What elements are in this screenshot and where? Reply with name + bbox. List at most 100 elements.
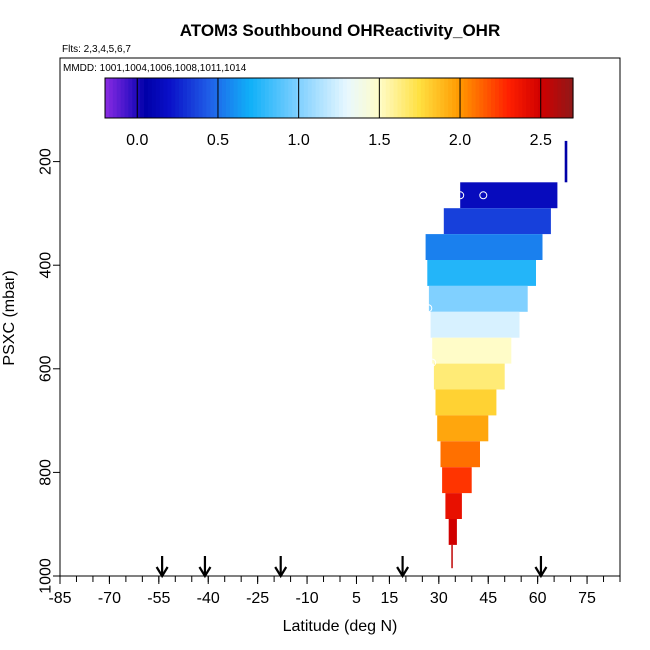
x-tick-label-0: -85 [48, 590, 71, 607]
colorbar-segment-108 [526, 78, 531, 118]
colorbar-segment-63 [350, 78, 356, 118]
colorbar-segment-9 [140, 78, 145, 118]
x-tick-label-2: -55 [147, 590, 170, 607]
colorbar-segment-79 [413, 78, 418, 118]
colorbar-segment-82 [424, 78, 430, 118]
colorbar-segment-101 [498, 78, 504, 118]
colorbar-segment-44 [276, 78, 282, 118]
colorbar-segment-59 [335, 78, 340, 118]
colorbar-segment-10 [144, 78, 149, 118]
x-tick-label-11: 75 [578, 590, 596, 607]
colorbar-segment-76 [401, 78, 406, 118]
colorbar-segment-32 [229, 78, 235, 118]
colorbar: 0.0 0.5 1.0 1.5 2.0 2.5 [104, 77, 574, 149]
colorbar-segment-14 [159, 78, 165, 118]
y-tick-label-3: 800 [38, 459, 55, 486]
colorbar-segment-53 [311, 78, 317, 118]
x-tick-label-6: 5 [352, 590, 361, 607]
colorbar-segment-67 [366, 78, 371, 118]
axes: -85 -70 -55 -40 -25 -10 5 15 30 45 60 75 200 400 600 80… [38, 148, 621, 607]
data-layer-11 [440, 441, 480, 468]
data-layer-13 [445, 493, 462, 519]
dates-note: MMDD: 1001,1004,1006,1008,1011,1014 [63, 63, 247, 74]
colorbar-segment-75 [397, 78, 402, 118]
data-marker-0 [456, 191, 465, 200]
colorbar-segment-36 [245, 78, 250, 118]
data-layers [425, 140, 568, 569]
lat-arrow-0 [155, 556, 169, 579]
colorbar-segment-109 [530, 78, 535, 118]
x-tick-label-3: -40 [197, 590, 220, 607]
y-tick-label-4: 1000 [38, 558, 55, 594]
data-layer-3 [425, 234, 543, 260]
colorbar-segment-118 [565, 78, 570, 118]
colorbar-segment-71 [381, 78, 387, 118]
colorbar-segment-55 [319, 78, 324, 118]
colorbar-segment-24 [198, 78, 204, 118]
colorbar-segment-88 [448, 78, 453, 118]
colorbar-segment-34 [237, 78, 243, 118]
colorbar-frame [104, 77, 574, 119]
colorbar-segment-22 [190, 78, 196, 118]
colorbar-segment-91 [459, 78, 465, 118]
colorbar-segment-30 [222, 78, 227, 118]
data-layer-14 [448, 519, 457, 545]
colorbar-segment-62 [346, 78, 352, 118]
colorbar-segment-95 [475, 78, 480, 118]
colorbar-segment-25 [202, 78, 207, 118]
colorbar-segment-85 [436, 78, 441, 118]
x-tick-label-7: 15 [381, 590, 399, 607]
colorbar-segment-65 [358, 78, 363, 118]
colorbar-segment-92 [463, 78, 469, 118]
colorbar-segment-8 [136, 78, 141, 118]
colorbar-segment-39 [257, 78, 262, 118]
colorbar-segment-86 [440, 78, 445, 118]
colorbar-segment-89 [452, 78, 457, 118]
colorbar-segment-5 [124, 78, 129, 118]
colorbar-segment-115 [553, 78, 558, 118]
colorbar-segment-45 [280, 78, 285, 118]
colorbar-segment-111 [537, 78, 543, 118]
data-markers [423, 191, 488, 367]
colorbar-segment-23 [194, 78, 200, 118]
colorbar-segment-1 [108, 78, 114, 118]
lat-arrow-3 [396, 556, 410, 579]
colorbar-segment-99 [491, 78, 496, 118]
colorbar-tick-label-4: 2.0 [449, 132, 471, 149]
colorbar-segment-90 [456, 78, 461, 118]
colorbar-segment-50 [300, 78, 305, 118]
colorbar-segment-66 [362, 78, 367, 118]
data-layer-12 [442, 467, 472, 494]
colorbar-segment-114 [549, 78, 555, 118]
colorbar-segment-98 [487, 78, 492, 118]
colorbar-segment-83 [428, 78, 434, 118]
colorbar-segment-27 [210, 78, 215, 118]
colorbar-segment-13 [155, 78, 161, 118]
data-marker-3 [424, 304, 433, 313]
data-marker-4 [428, 358, 437, 367]
flights-note: Flts: 2,3,4,5,6,7 [62, 44, 131, 55]
colorbar-tick-label-0: 0.0 [126, 132, 148, 149]
data-layer-9 [435, 389, 497, 416]
chart-title: ATOM3 Southbound OHReactivity_OHR [180, 21, 501, 40]
colorbar-segment-80 [417, 78, 422, 118]
colorbar-segment-87 [444, 78, 449, 118]
plot-frame [59, 57, 621, 577]
colorbar-segment-107 [522, 78, 527, 118]
colorbar-tick-label-3: 1.5 [368, 132, 390, 149]
x-tick-label-4: -25 [246, 590, 269, 607]
colorbar-segment-42 [268, 78, 274, 118]
latitude-arrows [155, 556, 548, 579]
colorbar-segment-54 [315, 78, 321, 118]
colorbar-segment-73 [389, 78, 395, 118]
colorbar-segment-72 [385, 78, 391, 118]
data-layer-8 [433, 363, 505, 390]
colorbar-segment-119 [569, 78, 574, 118]
colorbar-segment-81 [420, 78, 426, 118]
colorbar-segment-94 [471, 78, 477, 118]
colorbar-segment-97 [483, 78, 488, 118]
y-tick-label-1: 400 [38, 252, 55, 279]
x-tick-label-8: 30 [430, 590, 448, 607]
x-tick-label-1: -70 [98, 590, 121, 607]
